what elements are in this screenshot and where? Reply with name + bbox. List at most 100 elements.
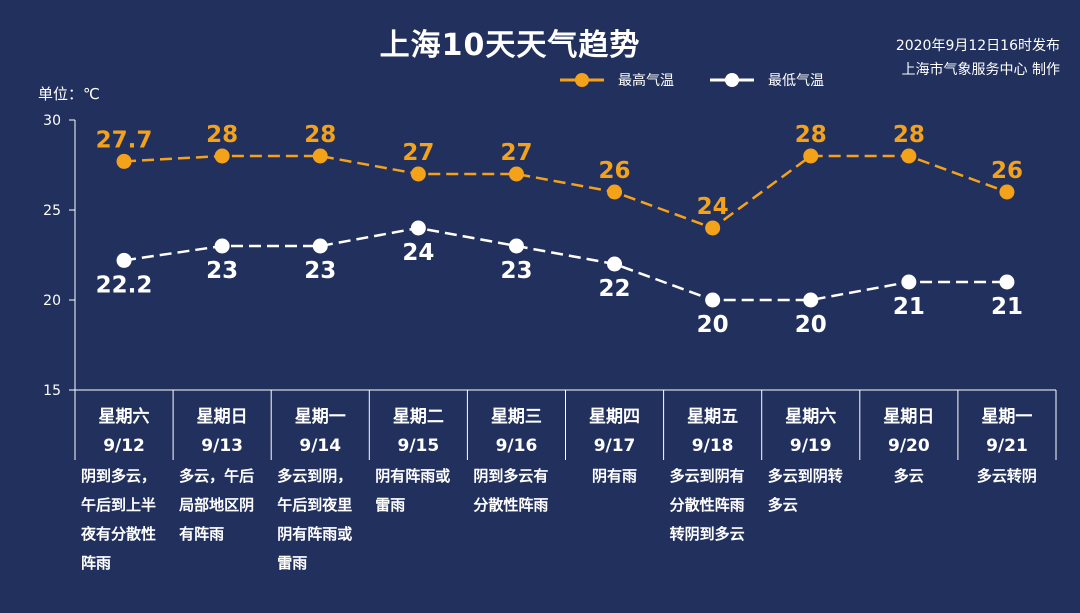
data-point-high: [214, 148, 230, 164]
legend-label-high: 最高气温: [618, 73, 674, 89]
unit-label: 单位：℃: [38, 85, 100, 103]
weekday-label: 星期四: [589, 407, 640, 427]
weather-line: 多云到阴有: [669, 467, 745, 485]
data-point-high: [705, 220, 721, 236]
weather-description: 多云: [860, 462, 958, 491]
legend: 最高气温 最低气温: [560, 70, 860, 90]
weather-line: 雷雨: [277, 554, 308, 572]
data-label-low: 23: [206, 258, 238, 284]
date-label: 9/15: [397, 436, 439, 456]
weather-line: 阴到多云有: [473, 467, 549, 485]
chart-title: 上海10天天气趋势: [379, 28, 641, 63]
date-label: 9/17: [594, 436, 636, 456]
data-point-low: [607, 256, 623, 272]
data-point-high: [901, 148, 917, 164]
data-label-high: 28: [206, 122, 238, 148]
data-point-high: [312, 148, 328, 164]
data-label-high: 27: [402, 140, 434, 166]
weather-line: 多云: [767, 496, 798, 514]
series-line-high: [123, 154, 1008, 230]
date-label: 9/16: [496, 436, 538, 456]
legend-marker-high: [560, 73, 604, 87]
data-label-high: 26: [599, 158, 631, 184]
weather-description: 阴有雨: [566, 462, 664, 491]
date-label: 9/14: [299, 436, 341, 456]
weekday-label: 星期一: [981, 407, 1032, 427]
weather-line: 午后到上半: [81, 496, 157, 514]
data-label-low: 21: [893, 294, 925, 320]
weather-line: 多云转阴: [976, 467, 1037, 485]
data-label-low: 20: [697, 312, 729, 338]
weather-line: 分散性阵雨: [473, 496, 549, 514]
data-label-low: 21: [991, 294, 1023, 320]
legend-dot-low: [725, 73, 739, 87]
weather-description: 多云到阴， 午后到夜里阴有阵雨或雷雨: [271, 462, 369, 578]
weather-line: 多云，午后: [179, 467, 255, 485]
weather-line: 午后到夜里: [277, 496, 353, 514]
weekday-label: 星期六: [99, 406, 150, 427]
weather-line: 多云到阴，: [277, 467, 353, 485]
data-point-high: [999, 184, 1015, 200]
weather-description: 多云到阴转 多云: [762, 462, 860, 520]
data-point-low: [508, 238, 524, 254]
data-point-low: [312, 238, 328, 254]
weather-description: 阴有阵雨或 雷雨: [369, 462, 467, 520]
weather-description: 阴到多云有分散性阵雨: [467, 462, 565, 520]
issue-time: 2020年9月12日16时发布: [895, 38, 1060, 54]
data-label-high: 28: [304, 122, 336, 148]
data-point-low: [214, 238, 230, 254]
y-tick-label: 20: [43, 293, 61, 309]
data-point-low: [410, 220, 426, 236]
data-label-high: 27: [500, 140, 532, 166]
data-label-low: 23: [304, 258, 336, 284]
date-label: 9/19: [790, 436, 832, 456]
data-label-high: 24: [697, 194, 729, 220]
data-label-high: 26: [991, 158, 1023, 184]
y-tick-label: 15: [43, 383, 61, 399]
weather-description: 多云，午后局部地区阴有阵雨: [173, 462, 271, 549]
weekday-label: 星期一: [295, 407, 346, 427]
y-tick-label: 25: [43, 203, 61, 219]
legend-item-low: 最低气温: [710, 70, 824, 90]
weather-line: 阴有阵雨或: [277, 525, 353, 543]
data-label-low: 23: [500, 258, 532, 284]
data-point-high: [410, 166, 426, 182]
data-point-low: [803, 292, 819, 308]
date-label: 9/18: [692, 436, 734, 456]
legend-label-low: 最低气温: [768, 73, 824, 89]
data-label-low: 22: [599, 276, 631, 302]
date-label: 9/13: [201, 436, 243, 456]
weather-line: 有阵雨: [179, 525, 225, 543]
legend-marker-low: [710, 73, 754, 87]
weather-line: 阴到多云，: [81, 467, 157, 485]
data-label-low: 24: [402, 240, 434, 266]
data-label-low: 20: [795, 312, 827, 338]
weather-line: 多云: [893, 467, 924, 485]
series-line-low: [123, 226, 1007, 302]
date-label: 9/20: [888, 436, 930, 456]
weekday-label: 星期二: [393, 407, 444, 427]
weather-description: 多云转阴: [958, 462, 1056, 491]
data-label-high: 28: [795, 122, 827, 148]
weather-line: 局部地区阴: [179, 496, 255, 514]
weekday-label: 星期五: [687, 407, 738, 427]
producer: 上海市气象服务中心 制作: [901, 62, 1060, 78]
weekday-label: 星期六: [785, 406, 836, 427]
y-tick-label: 30: [43, 113, 61, 129]
weather-line: 多云到阴转: [767, 467, 843, 485]
data-point-low: [116, 252, 132, 268]
data-point-high: [116, 153, 132, 169]
data-point-high: [607, 184, 623, 200]
data-point-low: [999, 274, 1015, 290]
data-point-low: [901, 274, 917, 290]
data-label-high: 28: [893, 122, 925, 148]
legend-item-high: 最高气温: [560, 70, 674, 90]
data-point-low: [705, 292, 721, 308]
data-point-high: [508, 166, 524, 182]
weather-line: 阵雨: [81, 554, 112, 572]
weather-line: 阴有阵雨或: [375, 467, 451, 485]
date-label: 9/21: [986, 436, 1028, 456]
data-point-high: [803, 148, 819, 164]
date-label: 9/12: [103, 436, 145, 456]
data-label-high: 27.7: [96, 127, 153, 153]
